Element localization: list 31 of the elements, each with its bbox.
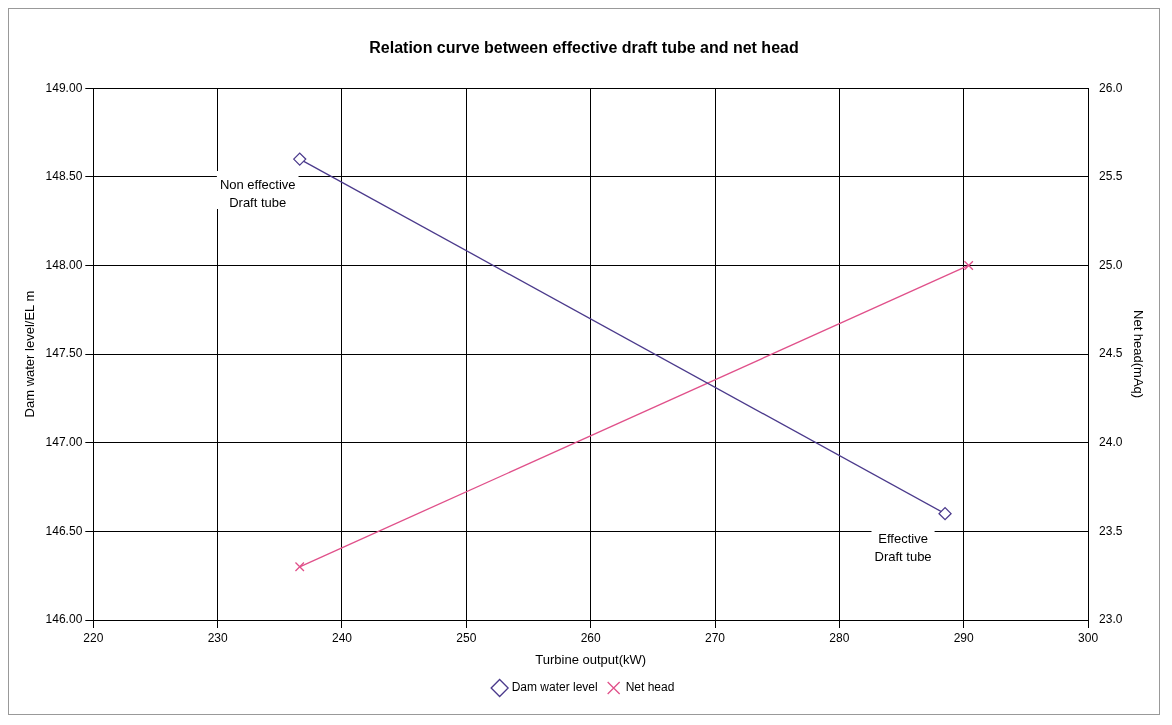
y-axis-title: Dam water level/EL m <box>22 290 38 418</box>
y2-tick-label: 25.0 <box>1099 257 1123 272</box>
y-tick-label: 147.00 <box>45 435 83 450</box>
y2-axis-title: Net head(mAq) <box>1130 310 1146 399</box>
legend-label: Net head <box>625 680 675 695</box>
y2-tick-label: 26.0 <box>1099 80 1123 95</box>
x-tick-label: 230 <box>207 630 228 645</box>
x-tick-label: 270 <box>705 630 726 645</box>
annotation: Non effective Draft tube <box>219 176 296 210</box>
y2-tick-label: 24.0 <box>1099 435 1123 450</box>
y-tick-label: 149.00 <box>45 80 83 95</box>
y-tick-label: 148.50 <box>45 169 83 184</box>
x-tick-label: 220 <box>83 630 104 645</box>
legend-label: Dam water level <box>511 680 598 695</box>
chart-title: Relation curve between effective draft tube and net head <box>369 39 799 57</box>
x-tick-label: 280 <box>829 630 850 645</box>
x-tick-label: 300 <box>1078 630 1099 645</box>
x-tick-label: 250 <box>456 630 477 645</box>
y-tick-label: 148.00 <box>45 257 83 272</box>
x-tick-label: 260 <box>580 630 602 645</box>
y2-tick-label: 23.5 <box>1099 523 1123 538</box>
x-tick-label: 240 <box>331 630 353 645</box>
y2-tick-label: 25.5 <box>1099 169 1123 184</box>
x-axis-title: Turbine output(kW) <box>535 651 647 667</box>
y-tick-label: 147.50 <box>45 346 83 361</box>
y2-tick-label: 24.5 <box>1099 346 1123 361</box>
annotation: Effective Draft tube <box>874 531 932 565</box>
x-tick-label: 290 <box>953 630 975 645</box>
y-tick-label: 146.50 <box>45 523 83 538</box>
y2-tick-label: 23.0 <box>1099 612 1123 627</box>
y-tick-label: 146.00 <box>45 612 83 627</box>
